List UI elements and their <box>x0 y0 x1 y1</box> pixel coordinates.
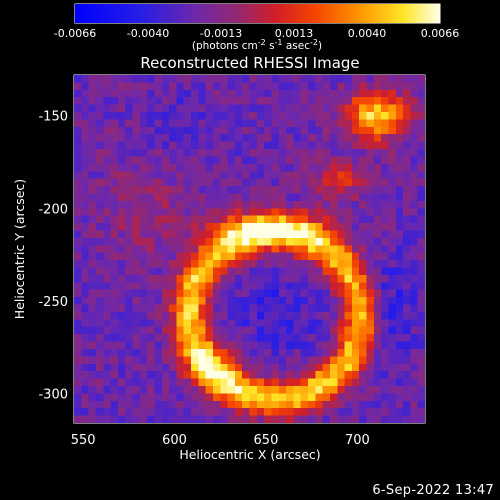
x-tick-label: 650 <box>254 433 279 448</box>
y-tick-label: -150 <box>38 110 68 125</box>
colorbar-tick-label: 0.0013 <box>275 27 314 40</box>
y-tick-label: -250 <box>38 295 68 310</box>
heatmap-image <box>74 75 425 423</box>
y-tick-label: -200 <box>38 202 68 217</box>
colorbar <box>75 4 440 23</box>
footer-date: 6-Sep-2022 13:47 <box>372 483 494 498</box>
colorbar-units-label: (photons cm-2 s-1 asec-2) <box>192 38 322 52</box>
colorbar-tick-label: 0.0040 <box>348 27 387 40</box>
colorbar-tick-label: -0.0040 <box>127 27 169 40</box>
colorbar-tick-label: -0.0013 <box>200 27 242 40</box>
y-tick-label: -300 <box>38 387 68 402</box>
y-axis-label: Heliocentric Y (arcsec) <box>12 179 27 319</box>
x-tick-label: 700 <box>345 433 370 448</box>
chart-title: Reconstructed RHESSI Image <box>140 54 359 72</box>
colorbar-tick-label: 0.0066 <box>421 27 460 40</box>
x-tick-label: 600 <box>162 433 187 448</box>
x-axis-label: Heliocentric X (arcsec) <box>179 447 320 462</box>
colorbar-tick-label: -0.0066 <box>54 27 96 40</box>
x-tick-label: 550 <box>71 433 96 448</box>
